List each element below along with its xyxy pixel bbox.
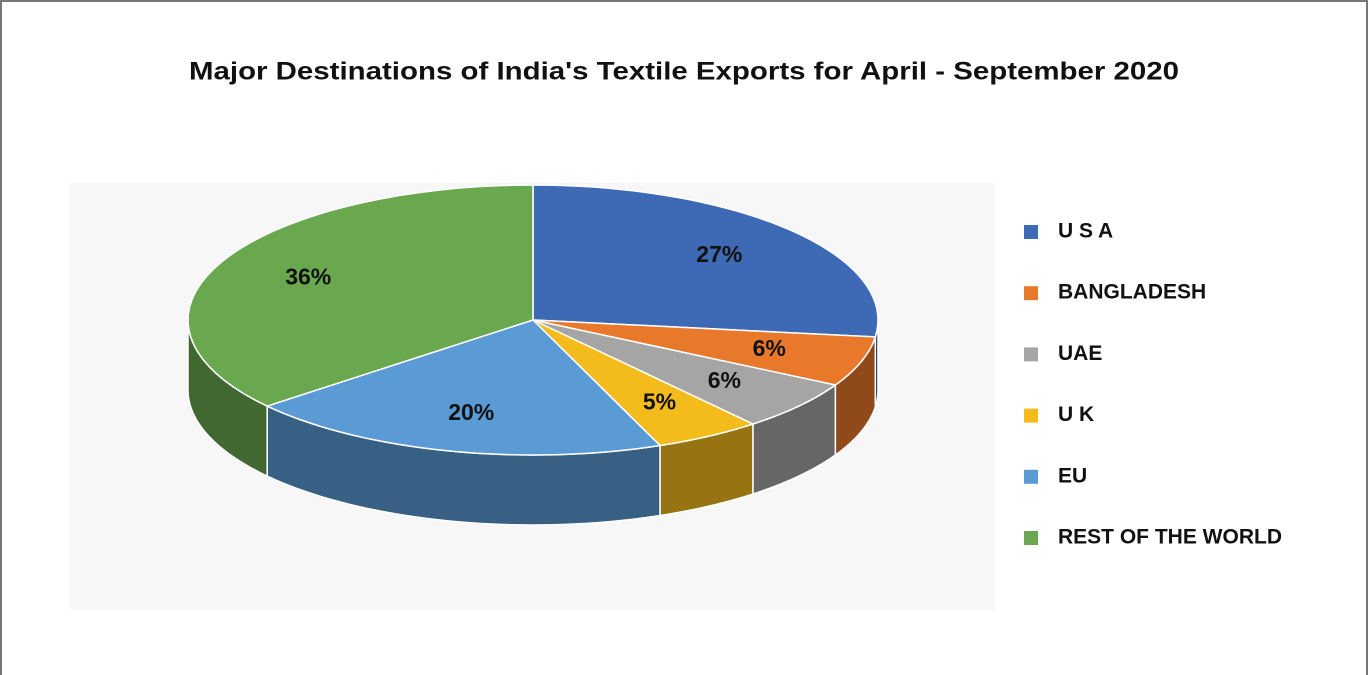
data-label: 6% bbox=[753, 335, 786, 361]
chart-title: Major Destinations of India's Textile Ex… bbox=[189, 58, 1179, 86]
slice bbox=[532, 319, 755, 447]
legend-swatch bbox=[1024, 408, 1038, 423]
data-label: 36% bbox=[285, 264, 331, 290]
legend-label: U K bbox=[1058, 403, 1094, 426]
legend-swatch bbox=[1024, 286, 1038, 301]
slice bbox=[265, 319, 662, 456]
legend-swatch bbox=[1024, 225, 1038, 239]
legend-swatch bbox=[1024, 469, 1038, 484]
data-label: 20% bbox=[448, 399, 494, 425]
legend-swatch bbox=[1024, 347, 1038, 362]
slice bbox=[532, 319, 838, 425]
slice bbox=[532, 184, 879, 338]
legend-swatch bbox=[1024, 531, 1038, 545]
legend-label: UAE bbox=[1058, 342, 1102, 365]
slice bbox=[187, 184, 534, 407]
legend-label: U S A bbox=[1058, 220, 1113, 243]
data-label: 5% bbox=[643, 389, 676, 415]
legend-label: REST OF THE WORLD bbox=[1058, 526, 1282, 549]
slice bbox=[532, 319, 877, 386]
legend-label: BANGLADESH bbox=[1058, 281, 1206, 304]
data-label: 27% bbox=[696, 241, 742, 267]
legend-label: EU bbox=[1058, 464, 1087, 487]
data-label: 6% bbox=[708, 367, 741, 393]
